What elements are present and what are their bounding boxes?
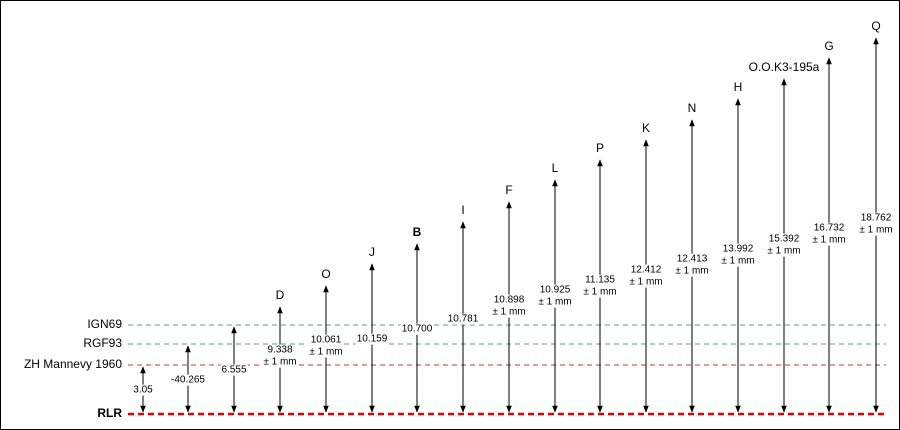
marker-tolerance: ± 1 mm	[812, 235, 845, 246]
marker-label: L	[552, 161, 559, 175]
reference-label: RGF93	[83, 336, 122, 350]
value-background	[220, 364, 248, 376]
marker-label: F	[505, 183, 512, 197]
marker-label: D	[276, 288, 285, 302]
marker-label: J	[369, 245, 375, 259]
value-background	[308, 334, 344, 358]
value-group: -40.265	[170, 374, 207, 386]
marker-label: O	[321, 267, 330, 281]
marker-value: 10.061	[311, 335, 342, 346]
value-group: 10.159	[355, 333, 389, 345]
marker-label: B	[413, 225, 422, 239]
marker-value: -40.265	[171, 375, 205, 386]
marker-tolerance: ± 1 mm	[583, 287, 616, 298]
value-background	[491, 294, 527, 318]
marker-value: 9.338	[267, 345, 292, 356]
marker-value: 12.412	[631, 265, 662, 276]
marker-value: 10.781	[448, 314, 479, 325]
marker-label: N	[688, 101, 697, 115]
marker-tolerance: ± 1 mm	[721, 256, 754, 267]
marker-value: 3.05	[133, 385, 153, 396]
value-group: 10.700	[400, 323, 434, 335]
value-background	[628, 264, 664, 288]
marker-tolerance: ± 1 mm	[859, 225, 892, 236]
marker-value: 10.700	[402, 324, 433, 335]
marker-label: Q	[871, 19, 880, 33]
marker-label: P	[596, 141, 604, 155]
value-group: 12.413± 1 mm	[674, 253, 710, 277]
marker-value: 6.555	[221, 365, 246, 376]
value-background	[170, 374, 207, 386]
marker-value: 13.992	[723, 244, 754, 255]
reference-label: RLR	[97, 406, 122, 420]
marker-value: 18.762	[861, 213, 892, 224]
marker-tolerance: ± 1 mm	[492, 307, 525, 318]
value-group: 18.762± 1 mm	[858, 212, 894, 236]
reference-label: IGN69	[87, 317, 122, 331]
value-group: 15.392± 1 mm	[766, 233, 802, 257]
value-background	[582, 274, 618, 298]
marker-value: 10.925	[540, 285, 571, 296]
marker-tolerance: ± 1 mm	[629, 277, 662, 288]
value-background	[858, 212, 894, 236]
value-background	[766, 233, 802, 257]
value-group: 6.555	[220, 364, 248, 376]
value-group: 10.781	[446, 313, 480, 325]
marker-tolerance: ± 1 mm	[263, 357, 296, 368]
marker-label: G	[824, 39, 833, 53]
value-background	[262, 344, 298, 368]
reference-label: ZH Mannevy 1960	[24, 357, 122, 371]
value-group: 11.135± 1 mm	[582, 274, 618, 298]
value-background	[811, 222, 847, 246]
value-group: 16.732± 1 mm	[811, 222, 847, 246]
value-group: 13.992± 1 mm	[720, 243, 756, 267]
marker-tolerance: ± 1 mm	[675, 266, 708, 277]
marker-value: 16.732	[814, 223, 845, 234]
marker-label: I	[461, 203, 464, 217]
marker-value: 10.898	[494, 295, 525, 306]
value-group: 10.061± 1 mm	[308, 334, 344, 358]
value-background	[674, 253, 710, 277]
value-group: 9.338± 1 mm	[262, 344, 298, 368]
marker-tolerance: ± 1 mm	[309, 347, 342, 358]
marker-tolerance: ± 1 mm	[767, 246, 800, 257]
value-background	[446, 313, 480, 325]
value-group: 3.05	[132, 384, 155, 396]
marker-label: H	[734, 80, 743, 94]
value-group: 12.412± 1 mm	[628, 264, 664, 288]
value-background	[720, 243, 756, 267]
marker-label: O.O.K3-195a	[749, 60, 820, 74]
marker-value: 12.413	[677, 254, 708, 265]
value-background	[132, 384, 155, 396]
value-background	[400, 323, 434, 335]
value-group: 10.898± 1 mm	[491, 294, 527, 318]
marker-value: 15.392	[769, 234, 800, 245]
marker-value: 11.135	[585, 275, 615, 286]
value-background	[355, 333, 389, 345]
value-group: 10.925± 1 mm	[537, 284, 573, 308]
value-background	[537, 284, 573, 308]
marker-label: K	[642, 121, 650, 135]
marker-value: 10.159	[357, 334, 388, 345]
marker-tolerance: ± 1 mm	[538, 297, 571, 308]
